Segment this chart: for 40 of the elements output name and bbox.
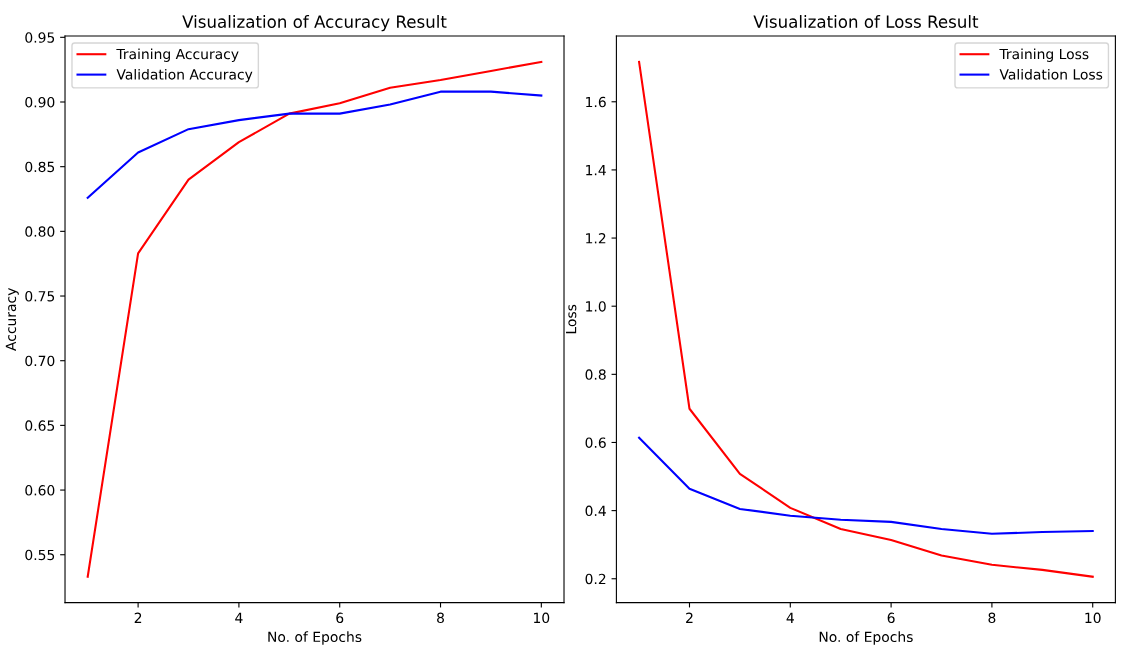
x-tick-label: 8 <box>437 612 444 624</box>
x-tick-label: 4 <box>786 612 794 623</box>
x-tick-label: 6 <box>887 612 895 624</box>
legend-label: Training Accuracy <box>116 48 239 62</box>
line-series <box>638 436 1094 535</box>
line-series <box>86 60 543 578</box>
y-tick-label: 0.6 <box>585 437 606 448</box>
y-tick-label: 0.95 <box>25 32 55 43</box>
x-axis-title: No. of Epochs <box>268 631 362 645</box>
x-tick-label: 10 <box>534 612 550 624</box>
y-tick-label: 1.0 <box>586 301 606 312</box>
y-tick-label: 0.65 <box>25 420 55 431</box>
legend-label: Validation Accuracy <box>116 68 253 83</box>
x-tick-label: 2 <box>134 612 142 623</box>
y-tick-label: 0.90 <box>25 96 55 108</box>
x-axis-title: No. of Epochs <box>819 631 913 645</box>
y-tick-label: 0.60 <box>25 485 55 496</box>
y-tick-label: 1.6 <box>586 96 606 108</box>
legend-label: Validation Loss <box>999 68 1103 80</box>
y-tick-label: 0.55 <box>25 549 55 561</box>
y-tick-label: 0.8 <box>585 369 606 380</box>
chart-title: Visualization of Loss Result <box>753 15 979 28</box>
x-tick-label: 8 <box>988 612 996 624</box>
y-tick-label: 0.2 <box>585 573 606 585</box>
y-tick-label: 0.80 <box>25 226 55 237</box>
legend-label: Training Loss <box>999 48 1089 62</box>
y-axis-title: Loss <box>566 304 577 334</box>
y-tick-label: 0.70 <box>25 355 55 367</box>
line-series <box>86 90 543 199</box>
x-tick-label: 6 <box>336 612 344 624</box>
y-tick-label: 0.4 <box>585 505 606 517</box>
y-tick-label: 0.75 <box>25 291 55 302</box>
y-axis-title: Accuracy <box>5 288 19 351</box>
x-tick-label: 2 <box>686 612 693 623</box>
chart-title: Visualization of Accuracy Result <box>182 15 447 32</box>
y-tick-label: 1.4 <box>586 165 606 176</box>
y-tick-label: 1.2 <box>586 233 606 244</box>
x-tick-label: 4 <box>235 612 243 623</box>
x-tick-label: 10 <box>1085 612 1101 624</box>
y-tick-label: 0.85 <box>25 161 55 173</box>
